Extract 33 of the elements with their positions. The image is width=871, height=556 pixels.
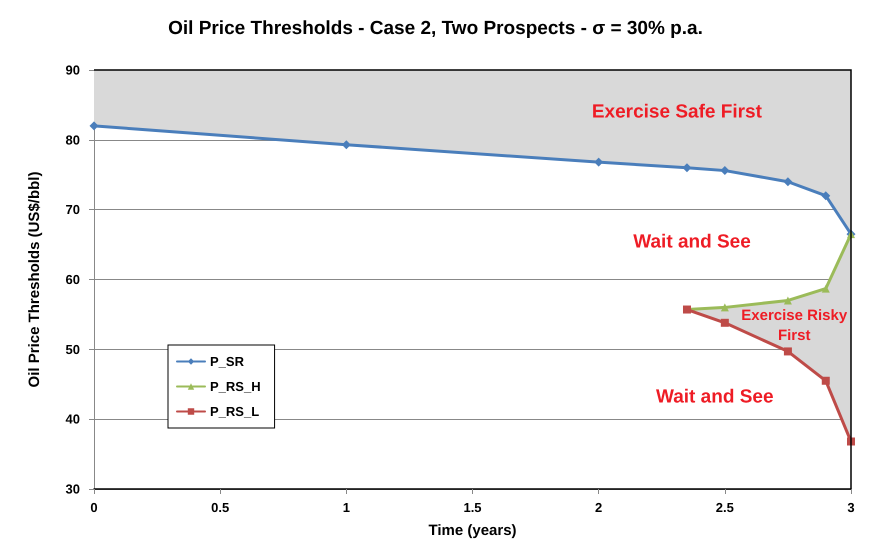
chart-title: Oil Price Thresholds - Case 2, Two Prospects - σ = 30% p.a.	[168, 18, 703, 39]
y-tick-label: 30	[66, 482, 80, 496]
y-tick-label: 90	[66, 62, 80, 78]
point	[784, 296, 792, 304]
y-tick-label: 40	[66, 412, 80, 427]
x-tick-label: 0.5	[211, 500, 230, 515]
annotation: Wait and See	[656, 386, 774, 408]
point	[783, 177, 792, 186]
y-tick-label: 70	[66, 202, 80, 218]
legend-label: P_SR	[210, 354, 245, 369]
point	[821, 191, 830, 200]
point	[720, 303, 729, 312]
y-axis-title: Oil Price Thresholds (US$/bbl)	[26, 172, 43, 388]
point	[822, 284, 830, 293]
point	[720, 318, 729, 327]
x-tick-label: 0	[90, 500, 98, 515]
x-tick-label: 3	[847, 500, 855, 515]
x-tick-label: 1.5	[463, 500, 482, 515]
y-tick-label: 60	[66, 272, 80, 287]
x-tick-label: 2.5	[716, 500, 734, 515]
annotation: Wait and See	[633, 231, 751, 252]
x-tick-label: 1	[342, 500, 350, 515]
x-tick-label: 2	[595, 500, 602, 515]
y-tick-label: 50	[66, 342, 80, 357]
point	[90, 121, 98, 130]
x-axis-title: Time (years)	[428, 522, 517, 539]
legend-label: P_RS_L	[210, 404, 260, 419]
annotation: Exercise Risky First	[741, 307, 848, 344]
point	[784, 347, 792, 356]
y-tick-label: 80	[66, 132, 80, 148]
point	[822, 376, 830, 385]
legend-label: P_RS_H	[210, 379, 261, 394]
annotation: Exercise Safe First	[592, 101, 763, 122]
